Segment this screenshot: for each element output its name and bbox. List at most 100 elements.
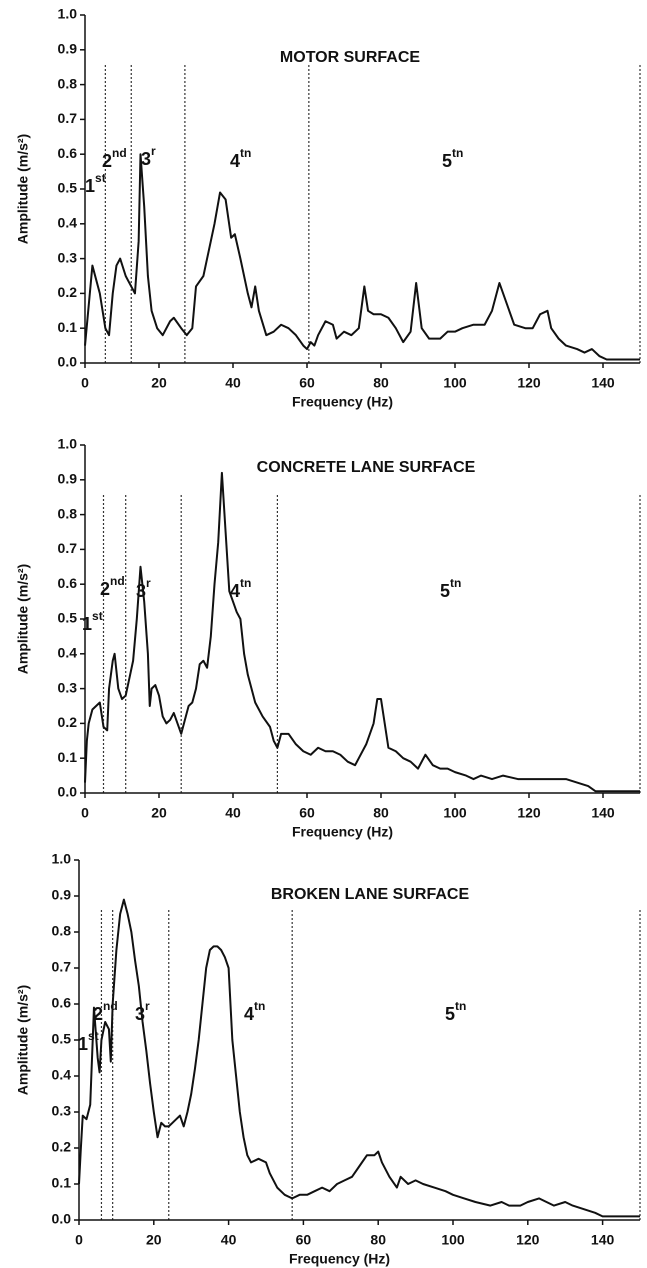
x-tick-label: 60 [299,375,315,391]
band-number: 1 [78,1034,88,1054]
y-tick-label: 0.3 [58,679,78,695]
band-number: 4 [230,151,240,171]
band-suffix: tn [452,146,463,160]
chart-title: CONCRETE LANE SURFACE [257,459,476,476]
x-tick-label: 140 [591,1232,615,1248]
y-tick-label: 0.5 [52,1031,72,1047]
y-tick-label: 0.8 [52,923,72,939]
y-axis-label: Amplitude (m/s²) [15,134,31,244]
band-label: 3r [141,144,156,169]
x-axis-label: Frequency (Hz) [292,824,393,840]
x-tick-label: 140 [591,375,615,391]
band-suffix: tn [240,146,251,160]
y-tick-label: 0.1 [58,749,78,765]
panel: 0.0 0.1 0.2 0.3 0.4 0.5 0.6 0.7 0.8 0.9 1.0 0 20 40 60… [15,851,641,1267]
x-tick-label: 0 [75,1232,83,1248]
y-tick-label: 0.2 [58,284,78,300]
band-number: 4 [244,1004,254,1024]
x-tick-label: 60 [299,805,315,821]
band-suffix: nd [112,146,127,160]
band-number: 2 [93,1004,103,1024]
y-tick-label: 0.2 [52,1139,72,1155]
x-tick-label: 20 [151,805,167,821]
y-axis-label: Amplitude (m/s²) [15,985,31,1095]
band-label: 3r [136,576,151,601]
x-tick-label: 120 [517,375,541,391]
x-tick-label: 80 [373,805,389,821]
band-number: 5 [442,151,452,171]
band-number: 5 [445,1004,455,1024]
band-label: 1st [82,609,103,634]
band-suffix: r [151,144,156,158]
y-tick-label: 1.0 [58,436,78,452]
x-tick-label: 100 [443,805,467,821]
x-tick-label: 80 [370,1232,386,1248]
x-tick-label: 20 [146,1232,162,1248]
y-tick-label: 0.7 [52,959,72,975]
y-tick-label: 0.3 [58,249,78,265]
y-tick-label: 0.6 [52,995,72,1011]
y-tick-label: 1.0 [58,6,78,22]
data-line [78,898,640,1218]
x-tick-label: 40 [225,805,241,821]
band-label: 4tn [230,576,251,601]
y-tick-label: 0.8 [58,75,78,91]
panel: 0.0 0.1 0.2 0.3 0.4 0.5 0.6 0.7 0.8 0.9 1.0 0 20 40 60… [15,436,641,840]
y-tick-label: 0.3 [52,1103,72,1119]
y-tick-label: 0.9 [58,41,78,57]
band-suffix: r [145,999,150,1013]
y-tick-label: 0.0 [58,784,78,800]
band-number: 3 [141,149,151,169]
y-tick-label: 0.0 [52,1211,72,1227]
x-tick-label: 120 [516,1232,540,1248]
band-suffix: nd [110,574,125,588]
x-tick-label: 60 [296,1232,312,1248]
y-tick-label: 0.0 [58,354,78,370]
band-suffix: tn [240,576,251,590]
y-tick-label: 0.6 [58,575,78,591]
band-number: 2 [100,579,110,599]
y-tick-label: 0.8 [58,505,78,521]
chart-title: BROKEN LANE SURFACE [271,886,470,903]
band-label: 4tn [244,999,265,1024]
band-number: 2 [102,151,112,171]
band-suffix: tn [450,576,461,590]
band-number: 5 [440,581,450,601]
band-suffix: tn [254,999,265,1013]
band-number: 1 [85,176,95,196]
band-label: 2nd [102,146,127,171]
x-tick-label: 40 [225,375,241,391]
x-tick-label: 80 [373,375,389,391]
x-axis-label: Frequency (Hz) [292,394,393,410]
band-label: 5tn [442,146,463,171]
y-tick-label: 0.1 [52,1175,72,1191]
band-label: 2nd [93,999,118,1024]
y-tick-label: 0.2 [58,714,78,730]
y-tick-label: 0.4 [58,215,78,231]
x-tick-label: 0 [81,375,89,391]
band-suffix: st [92,609,103,623]
band-suffix: st [95,171,106,185]
x-tick-label: 100 [443,375,467,391]
band-label: 1st [85,171,106,196]
y-tick-label: 0.9 [52,887,72,903]
band-label: 5tn [445,999,466,1024]
y-tick-label: 1.0 [52,851,72,867]
band-label: 5tn [440,576,461,601]
band-label: 3r [135,999,150,1024]
y-tick-label: 0.5 [58,610,78,626]
band-number: 1 [82,614,92,634]
y-tick-label: 0.9 [58,471,78,487]
panel: 0.0 0.1 0.2 0.3 0.4 0.5 0.6 0.7 0.8 0.9 1.0 0 20 40 60… [15,6,641,410]
data-line [84,471,640,793]
y-tick-label: 0.4 [58,645,78,661]
y-tick-label: 0.6 [58,145,78,161]
x-tick-label: 20 [151,375,167,391]
y-tick-label: 0.7 [58,540,78,556]
band-label: 4tn [230,146,251,171]
x-tick-label: 100 [441,1232,465,1248]
band-suffix: tn [455,999,466,1013]
x-tick-label: 120 [517,805,541,821]
band-number: 4 [230,581,240,601]
